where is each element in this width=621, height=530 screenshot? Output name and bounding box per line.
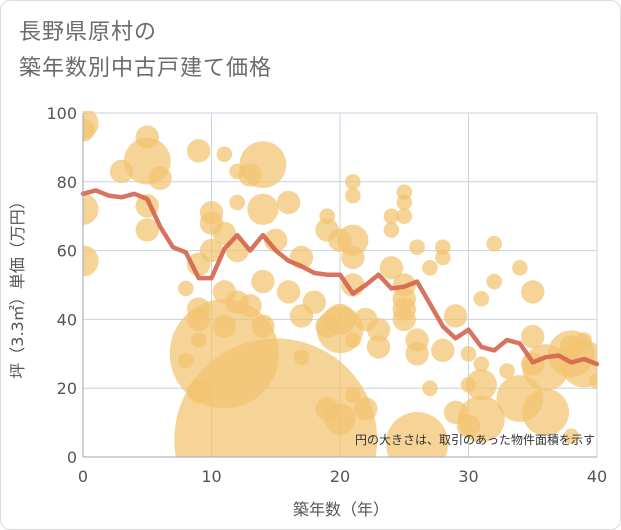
bubble-point	[460, 346, 477, 362]
axes: 0 20 40 60 80 100 0 10 20 30 40	[46, 104, 607, 486]
y-tick-label: 100	[46, 104, 77, 123]
bubble-point	[383, 222, 400, 238]
bubble-point	[337, 224, 369, 256]
bubble-point	[473, 290, 490, 307]
bubble-point	[83, 193, 99, 225]
bubble-point	[345, 387, 361, 403]
bubble-point	[383, 208, 400, 224]
bubble-point	[229, 194, 245, 211]
bubble-point	[521, 280, 545, 304]
bubble-point	[239, 141, 287, 189]
bubble-point	[409, 239, 425, 255]
bubble-point	[443, 304, 468, 328]
bubble-point	[186, 139, 211, 163]
bubble-point	[148, 166, 172, 191]
bubble-point	[276, 190, 301, 215]
bubble-point	[341, 245, 365, 270]
bubble-point	[379, 256, 404, 280]
chart-title-line2: 築年数別中古戸建て価格	[19, 56, 273, 81]
bubble-point	[324, 403, 356, 435]
trend-line-layer	[80, 188, 600, 367]
bubble-point	[486, 273, 503, 290]
x-tick-label: 0	[78, 467, 88, 486]
bubble-point	[174, 338, 378, 457]
bubble-point	[396, 194, 413, 211]
size-note: 円の大きさは、取引のあった物件面積を示す	[355, 432, 595, 447]
bubble-point	[366, 335, 391, 359]
y-tick-label: 80	[57, 173, 77, 192]
y-axis-label: 坪（3.3㎡）単価（万円）	[8, 193, 27, 378]
bubble-point	[345, 332, 361, 348]
bubble-point	[405, 342, 429, 366]
bubble-point	[589, 373, 597, 390]
bubble-point	[302, 290, 326, 314]
bubble-point	[422, 380, 438, 397]
x-tick-label: 30	[458, 467, 478, 486]
bubble-point	[276, 280, 301, 304]
bubble-point	[560, 340, 597, 388]
bubble-point	[522, 388, 569, 436]
bubble-point	[521, 324, 545, 349]
bubble-point	[576, 332, 592, 348]
y-tick-label: 20	[57, 379, 77, 398]
bubble-point	[216, 146, 233, 163]
x-tick-label: 40	[587, 467, 607, 486]
x-axis-label: 築年数（年）	[293, 500, 389, 519]
chart-title: 長野県原村の 築年数別中古戸建て価格	[19, 15, 272, 87]
bubble-point	[366, 318, 391, 342]
bubble-point	[486, 235, 503, 252]
bubble-point	[563, 428, 580, 445]
x-tick-label: 20	[330, 467, 350, 486]
bubble-layer	[83, 111, 597, 457]
bubble-point	[212, 221, 237, 246]
bubble-point	[354, 397, 378, 421]
bubble-point	[345, 174, 361, 190]
bubble-point	[392, 307, 416, 332]
chart-title-line1: 長野県原村の	[19, 20, 158, 45]
bubble-point	[431, 338, 455, 363]
bubble-point	[435, 249, 451, 266]
x-tick-label: 10	[201, 467, 221, 486]
bubble-point	[83, 118, 95, 142]
bubble-point	[499, 363, 515, 379]
bubble-point	[345, 187, 361, 204]
bubble-point	[385, 412, 449, 457]
bubble-point	[512, 260, 528, 276]
bubble-point	[251, 269, 275, 294]
bubble-point	[178, 280, 194, 297]
bubble-point	[396, 208, 413, 224]
bubble-point	[135, 218, 159, 242]
y-tick-label: 60	[57, 242, 77, 261]
y-tick-label: 0	[67, 448, 77, 467]
bubble-point	[465, 369, 497, 401]
bubble-point	[473, 356, 490, 372]
bubble-point	[457, 395, 505, 443]
y-tick-label: 40	[57, 310, 77, 329]
bubble-point	[422, 260, 438, 276]
bubble-point	[247, 193, 279, 225]
bubble-point	[83, 245, 99, 277]
bubble-point	[293, 349, 310, 366]
average-price-line	[80, 188, 600, 367]
